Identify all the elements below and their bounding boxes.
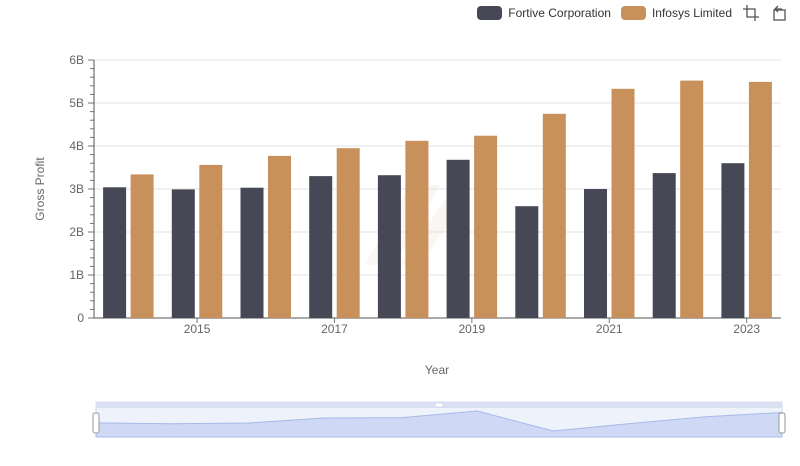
range-navigator[interactable] [92, 401, 786, 438]
bar-fortive-2019[interactable] [446, 159, 470, 318]
x-axis: 2015 2017 2019 2021 2023 [94, 317, 781, 336]
bar-infosys-2014[interactable] [130, 174, 154, 318]
x-axis-title: Year [425, 363, 449, 377]
bar-infosys-2023[interactable] [748, 81, 772, 319]
bar-fortive-2020[interactable] [515, 206, 539, 318]
bar-fortive-2023[interactable] [721, 163, 745, 318]
navigator-left-handle[interactable] [92, 412, 100, 434]
grid [94, 59, 781, 276]
y-axis: 0 1B 2B 3B 4B 5B 6B [69, 53, 95, 325]
bar-infosys-2016[interactable] [268, 155, 291, 318]
bar-infosys-2018[interactable] [405, 140, 429, 318]
navigator-top-grip[interactable] [434, 402, 444, 408]
x-tick-label: 2017 [321, 322, 348, 336]
bar-fortive-2015[interactable] [171, 189, 195, 318]
legend-item-fortive[interactable]: Fortive Corporation [477, 6, 611, 20]
y-tick-label: 6B [69, 53, 84, 67]
legend-label-fortive: Fortive Corporation [508, 6, 611, 20]
navigator-right-handle[interactable] [778, 412, 786, 434]
bar-fortive-2017[interactable] [309, 176, 333, 318]
bar-fortive-2022[interactable] [652, 173, 676, 318]
y-axis-title: Gross Profit [33, 157, 47, 221]
y-tick-label: 4B [69, 139, 84, 153]
bar-fortive-2016[interactable] [240, 187, 264, 318]
y-tick-label: 1B [69, 268, 84, 282]
legend-swatch-infosys [620, 6, 646, 20]
y-tick-label: 5B [69, 96, 84, 110]
x-tick-label: 2021 [596, 322, 623, 336]
bar-infosys-2022[interactable] [680, 80, 704, 318]
bar-fortive-2014[interactable] [103, 187, 127, 318]
legend-swatch-fortive [477, 6, 503, 20]
y-tick-label: 2B [69, 225, 84, 239]
bars [103, 80, 772, 319]
legend-label-infosys: Infosys Limited [651, 6, 732, 20]
x-tick-label: 2019 [458, 322, 485, 336]
bar-infosys-2017[interactable] [336, 148, 360, 318]
bar-fortive-2021[interactable] [584, 189, 607, 318]
bar-infosys-2021[interactable] [611, 88, 635, 318]
x-tick-label: 2015 [184, 322, 211, 336]
legend-item-infosys[interactable]: Infosys Limited [620, 6, 732, 20]
zoom-reset-icon[interactable] [770, 4, 788, 22]
legend: Fortive Corporation Infosys Limited [477, 4, 788, 22]
y-tick-label: 3B [69, 182, 84, 196]
x-tick-label: 2023 [733, 322, 760, 336]
bar-fortive-2018[interactable] [377, 175, 401, 318]
y-tick-label: 0 [77, 311, 84, 325]
bar-infosys-2015[interactable] [199, 164, 223, 318]
zoom-select-icon[interactable] [742, 4, 760, 22]
bar-infosys-2020[interactable] [542, 113, 566, 319]
bar-infosys-2019[interactable] [474, 135, 498, 318]
